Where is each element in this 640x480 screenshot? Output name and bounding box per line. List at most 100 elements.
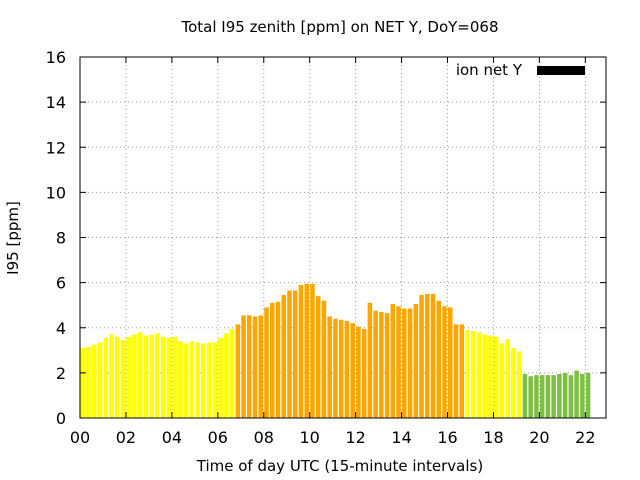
x-tick-label: 14 — [391, 428, 411, 447]
bar — [97, 342, 103, 418]
x-tick-label: 02 — [116, 428, 136, 447]
legend-swatch — [537, 66, 585, 75]
bar — [218, 337, 223, 418]
bar — [160, 336, 166, 418]
bar — [419, 295, 424, 418]
bar — [470, 331, 476, 418]
bar — [482, 334, 488, 418]
bar — [292, 290, 298, 418]
bar — [425, 293, 430, 418]
bar — [281, 295, 287, 418]
bar — [109, 334, 114, 418]
bar — [201, 343, 206, 418]
bar — [568, 375, 574, 418]
bar — [327, 316, 332, 418]
x-tick-label: 22 — [575, 428, 595, 447]
x-tick-label: 20 — [529, 428, 549, 447]
bar — [396, 306, 401, 418]
y-tick-label: 2 — [56, 364, 66, 383]
bar — [402, 308, 407, 418]
bar — [183, 343, 189, 418]
bar — [557, 374, 562, 418]
x-tick-label: 12 — [345, 428, 365, 447]
bar — [229, 328, 235, 418]
bar — [333, 318, 338, 418]
y-tick-label: 10 — [46, 183, 66, 202]
bar — [453, 324, 459, 418]
bar — [373, 310, 378, 418]
bar — [270, 302, 275, 418]
legend: ion net Y — [456, 61, 585, 79]
bar — [189, 341, 195, 418]
bar — [476, 332, 482, 418]
bar — [361, 328, 367, 418]
x-tick-label: 00 — [70, 428, 90, 447]
bar — [86, 346, 91, 418]
bar — [91, 344, 97, 418]
bar — [465, 330, 470, 418]
bar — [321, 300, 327, 418]
bar — [275, 301, 281, 418]
bar — [436, 300, 442, 418]
bar — [442, 306, 447, 418]
bar — [172, 336, 177, 418]
bar — [132, 334, 137, 418]
bar — [178, 341, 183, 418]
x-axis-label: Time of day UTC (15-minute intervals) — [196, 457, 483, 475]
y-tick-label: 16 — [46, 48, 66, 67]
y-tick-label: 6 — [56, 274, 66, 293]
x-tick-label: 18 — [483, 428, 503, 447]
bar — [528, 376, 533, 418]
bar — [551, 375, 556, 418]
bar — [166, 337, 172, 418]
bar — [522, 374, 528, 418]
bar — [126, 336, 131, 418]
bar — [384, 313, 390, 418]
x-tick-label: 10 — [300, 428, 320, 447]
bar — [390, 304, 396, 418]
bar — [413, 304, 419, 418]
bar — [379, 311, 384, 418]
bar — [488, 335, 493, 418]
x-tick-label: 08 — [254, 428, 274, 447]
bar — [574, 370, 579, 418]
bar — [310, 283, 315, 418]
bar — [155, 333, 160, 418]
bar — [287, 290, 292, 418]
bar — [580, 374, 585, 418]
bar — [493, 336, 499, 418]
bar — [511, 348, 516, 418]
bar — [448, 307, 453, 418]
y-tick-label: 8 — [56, 229, 66, 248]
bar — [344, 320, 350, 418]
bar — [80, 348, 86, 418]
bar — [562, 372, 568, 419]
chart-title: Total I95 zenith [ppm] on NET Y, DoY=068 — [180, 18, 498, 36]
bar — [505, 339, 510, 418]
bar — [430, 293, 436, 418]
bar — [304, 283, 309, 418]
bar — [516, 351, 522, 418]
bar — [235, 324, 241, 418]
bar — [367, 302, 373, 418]
grid — [80, 57, 606, 418]
y-tick-label: 0 — [56, 409, 66, 428]
y-axis-label: I95 [ppm] — [4, 201, 22, 275]
bar — [103, 337, 109, 418]
legend-label: ion net Y — [456, 61, 523, 79]
bar — [350, 323, 355, 418]
bar — [298, 284, 304, 418]
bar — [195, 342, 200, 418]
bar — [338, 319, 344, 418]
bar — [143, 335, 149, 418]
bar — [407, 308, 413, 418]
bar — [212, 342, 218, 418]
bar — [534, 375, 539, 418]
y-tick-label: 12 — [46, 138, 66, 157]
x-tick-label: 04 — [162, 428, 182, 447]
bar — [137, 332, 143, 418]
bar — [247, 315, 252, 418]
bar — [241, 315, 246, 418]
